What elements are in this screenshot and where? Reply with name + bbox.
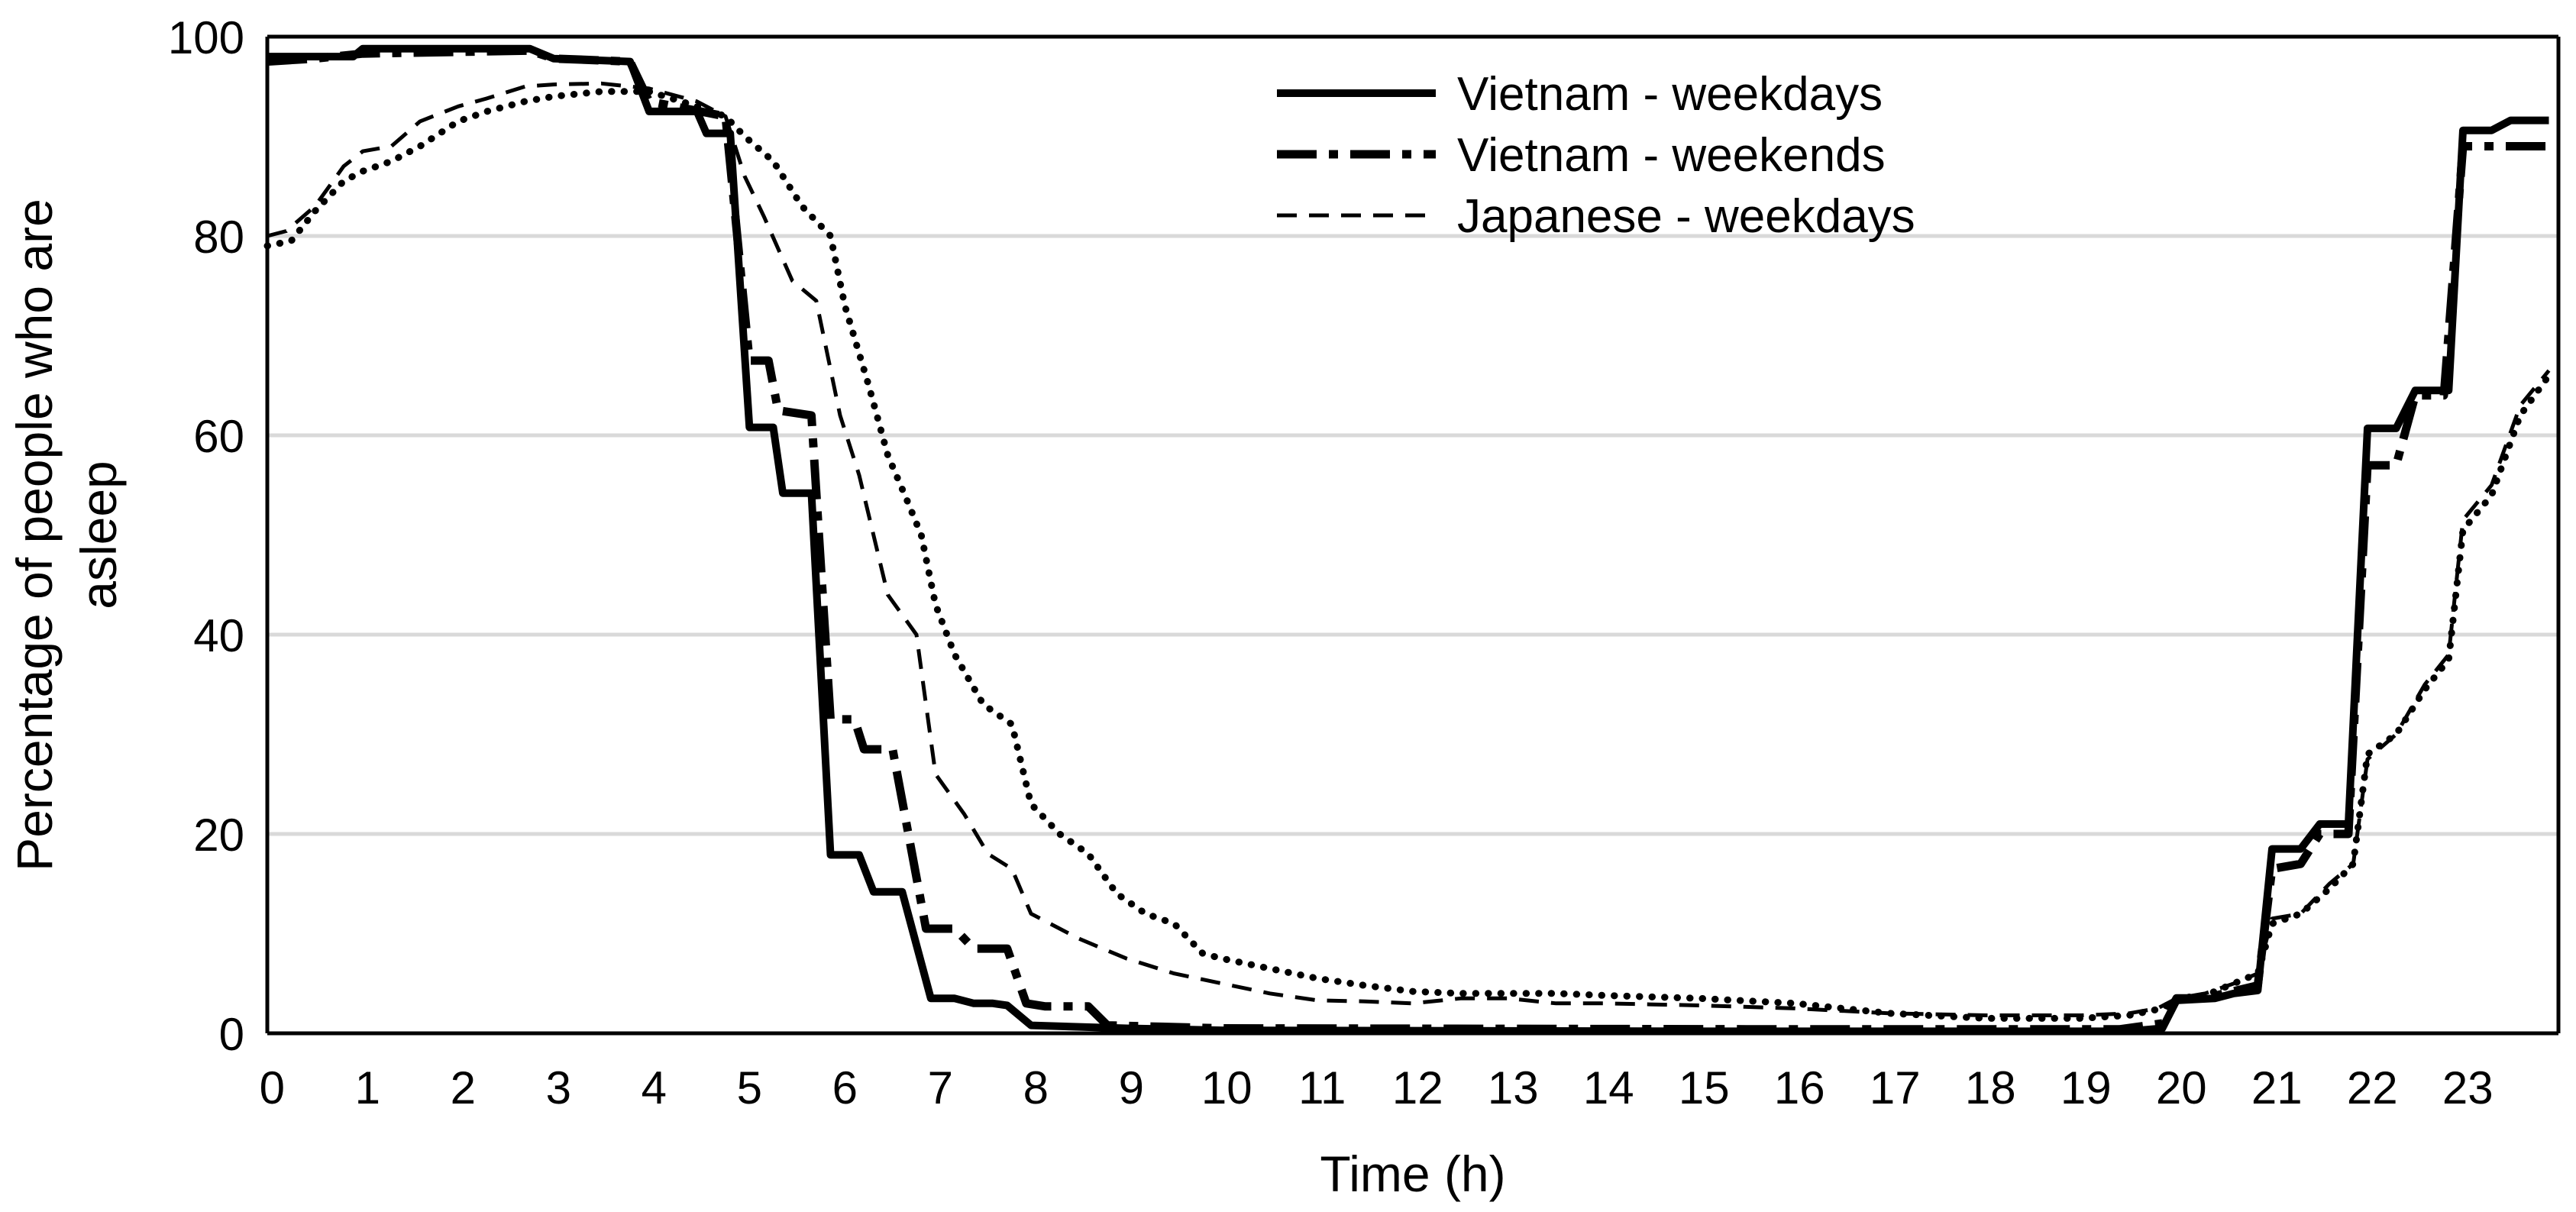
legend-label-2: Japanese - weekdays bbox=[1457, 190, 1915, 243]
series-line-0 bbox=[267, 44, 2549, 1036]
series-line-2 bbox=[267, 81, 2551, 1017]
x-tick-label-14: 14 bbox=[1583, 1062, 1634, 1113]
x-tick-label-13: 13 bbox=[1488, 1062, 1539, 1113]
y-axis-title: Percentage of people who are asleep bbox=[6, 199, 127, 871]
x-tick-label-12: 12 bbox=[1392, 1062, 1443, 1113]
y-tick-label-100: 100 bbox=[168, 12, 244, 63]
series-layer bbox=[263, 44, 2552, 1036]
series-line-1 bbox=[267, 46, 2549, 1034]
x-tick-label-10: 10 bbox=[1201, 1062, 1252, 1113]
x-tick-label-9: 9 bbox=[1119, 1062, 1144, 1113]
y-tick-label-60: 60 bbox=[193, 411, 244, 462]
axes bbox=[265, 34, 2561, 1036]
y-axis-title-line-1: Percentage of people who are bbox=[6, 199, 63, 871]
x-tick-label-3: 3 bbox=[546, 1062, 571, 1113]
x-tick-label-17: 17 bbox=[1870, 1062, 1921, 1113]
legend: Vietnam - weekdays Vietnam - weekends Japa… bbox=[1277, 68, 1915, 243]
x-tick-label-4: 4 bbox=[642, 1062, 667, 1113]
legend-label-0: Vietnam - weekdays bbox=[1457, 68, 1883, 121]
x-tick-label-16: 16 bbox=[1774, 1062, 1825, 1113]
x-tick-label-18: 18 bbox=[1965, 1062, 2016, 1113]
x-axis-title: Time (h) bbox=[1320, 1146, 1505, 1202]
series-line-3 bbox=[263, 88, 2552, 1022]
y-tick-label-40: 40 bbox=[193, 610, 244, 661]
y-tick-labels: 0 20 40 60 80 100 bbox=[168, 12, 244, 1060]
y-axis-title-line-2: asleep bbox=[70, 461, 127, 609]
x-tick-label-8: 8 bbox=[1023, 1062, 1049, 1113]
x-tick-label-19: 19 bbox=[2060, 1062, 2112, 1113]
x-tick-label-7: 7 bbox=[928, 1062, 953, 1113]
y-tick-label-0: 0 bbox=[219, 1009, 244, 1060]
x-tick-labels: 0 1 2 3 4 5 6 7 8 9 10 11 12 13 14 15 16 17 18 19 20 21 22 23 bbox=[260, 1062, 2494, 1113]
y-tick-label-20: 20 bbox=[193, 810, 244, 861]
x-tick-label-22: 22 bbox=[2347, 1062, 2398, 1113]
x-tick-label-2: 2 bbox=[451, 1062, 476, 1113]
x-tick-label-21: 21 bbox=[2251, 1062, 2303, 1113]
y-tick-label-80: 80 bbox=[193, 212, 244, 263]
legend-label-1: Vietnam - weekends bbox=[1457, 129, 1886, 182]
x-tick-label-1: 1 bbox=[355, 1062, 380, 1113]
grid-lines bbox=[267, 34, 2558, 836]
x-tick-label-23: 23 bbox=[2442, 1062, 2494, 1113]
x-tick-label-0: 0 bbox=[260, 1062, 285, 1113]
x-tick-label-11: 11 bbox=[1298, 1062, 1346, 1113]
x-tick-label-5: 5 bbox=[737, 1062, 762, 1113]
x-tick-label-6: 6 bbox=[832, 1062, 858, 1113]
x-tick-label-20: 20 bbox=[2156, 1062, 2207, 1113]
x-tick-label-15: 15 bbox=[1679, 1062, 1730, 1113]
